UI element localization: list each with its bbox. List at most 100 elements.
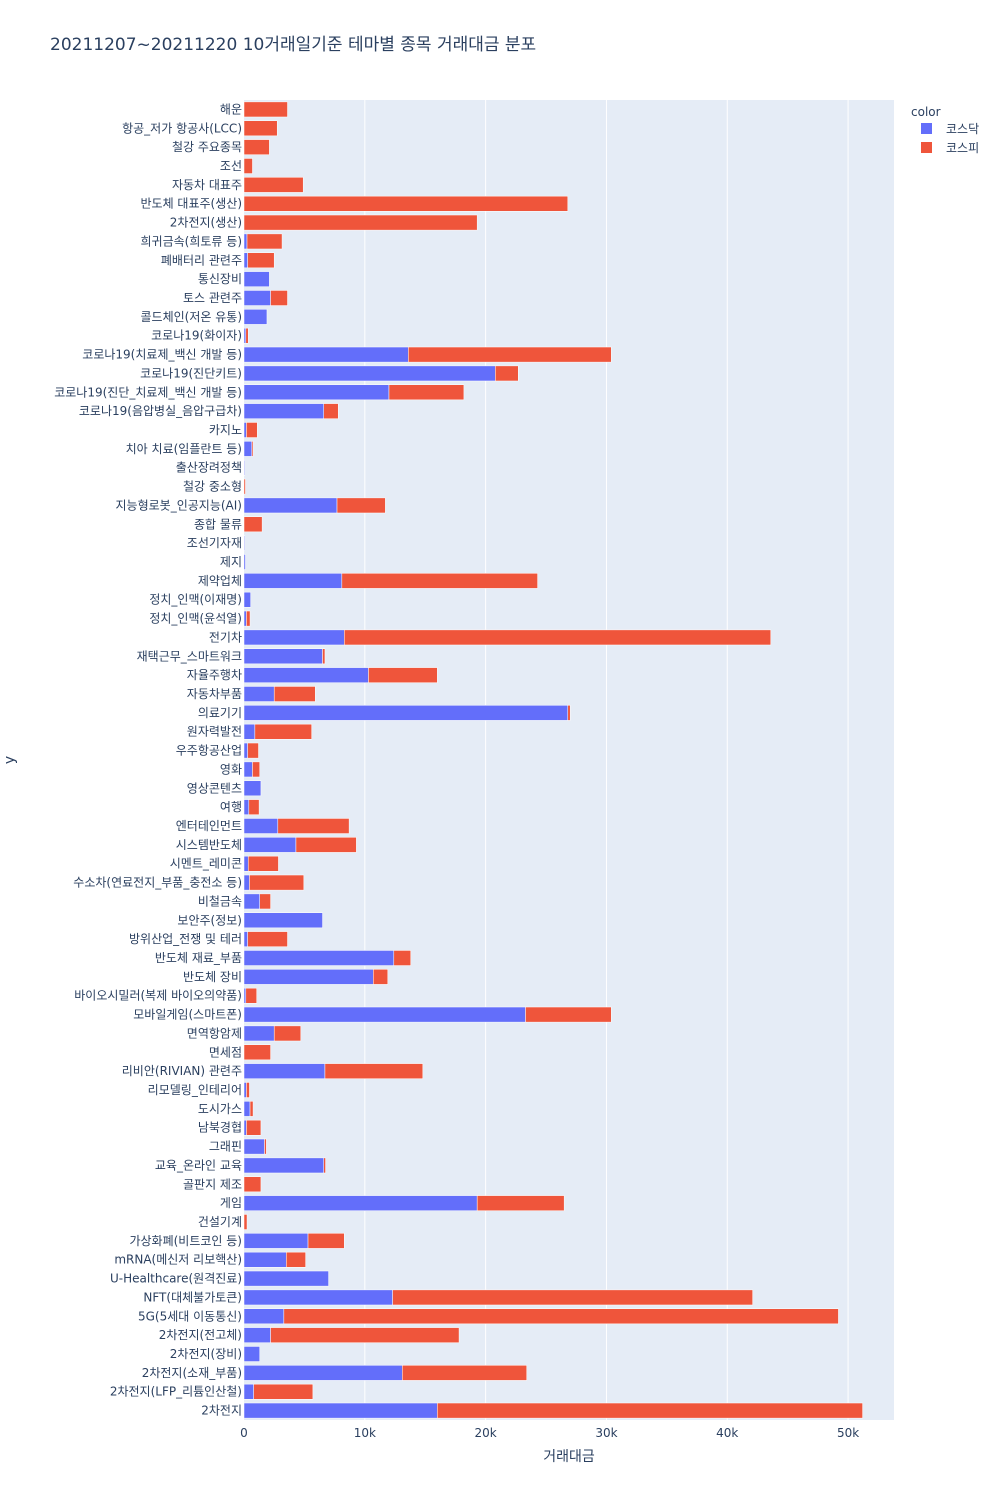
bar-kosdaq[interactable] bbox=[243, 1270, 329, 1287]
bar-kospi[interactable] bbox=[243, 139, 270, 155]
bar-kospi[interactable] bbox=[402, 1365, 527, 1381]
bar-kospi[interactable] bbox=[437, 1402, 863, 1419]
bar-kosdaq[interactable] bbox=[243, 1119, 247, 1136]
bar-kosdaq[interactable] bbox=[243, 1025, 275, 1042]
bar-kospi[interactable] bbox=[246, 1082, 250, 1098]
bar-kospi[interactable] bbox=[324, 1063, 424, 1079]
bar-kospi[interactable] bbox=[245, 987, 257, 1004]
legend-item-kospi[interactable]: 코스피 bbox=[946, 141, 979, 155]
bar-kospi[interactable] bbox=[252, 761, 260, 778]
bar-kosdaq[interactable] bbox=[243, 1082, 247, 1098]
bar-kosdaq[interactable] bbox=[243, 1327, 271, 1343]
bar-kospi[interactable] bbox=[249, 1101, 254, 1117]
bar-kospi[interactable] bbox=[341, 573, 538, 589]
legend-swatch-kospi[interactable] bbox=[921, 142, 932, 153]
bar-kosdaq[interactable] bbox=[243, 648, 323, 665]
legend-swatch-kosdaq[interactable] bbox=[921, 123, 932, 134]
bar-kosdaq[interactable] bbox=[243, 855, 249, 872]
bar-kosdaq[interactable] bbox=[243, 912, 323, 929]
bar-kosdaq[interactable] bbox=[243, 1346, 260, 1362]
bar-kospi[interactable] bbox=[368, 667, 438, 683]
bar-kosdaq[interactable] bbox=[243, 591, 251, 608]
bar-kosdaq[interactable] bbox=[243, 837, 297, 853]
bar-kospi[interactable] bbox=[295, 837, 357, 853]
bar-kosdaq[interactable] bbox=[243, 629, 345, 646]
bar-kospi[interactable] bbox=[246, 1119, 262, 1136]
bar-kosdaq[interactable] bbox=[243, 1138, 265, 1155]
bar-kospi[interactable] bbox=[476, 1195, 565, 1211]
bar-kosdaq[interactable] bbox=[243, 365, 496, 382]
bar-kospi[interactable] bbox=[373, 969, 389, 985]
bar-kosdaq[interactable] bbox=[243, 441, 253, 457]
bar-kospi[interactable] bbox=[259, 893, 271, 910]
bar-kospi[interactable] bbox=[388, 384, 465, 401]
bar-kospi[interactable] bbox=[246, 422, 258, 438]
bar-kospi[interactable] bbox=[247, 252, 275, 269]
bar-kosdaq[interactable] bbox=[243, 1308, 285, 1325]
bar-kospi[interactable] bbox=[277, 818, 350, 834]
bar-kospi[interactable] bbox=[322, 648, 326, 665]
bar-kosdaq[interactable] bbox=[243, 403, 324, 419]
bar-kospi[interactable] bbox=[264, 1138, 267, 1155]
bar-kospi[interactable] bbox=[525, 1006, 612, 1023]
bar-kosdaq[interactable] bbox=[243, 799, 250, 815]
bar-kosdaq[interactable] bbox=[243, 1251, 287, 1268]
bar-kospi[interactable] bbox=[273, 1025, 302, 1042]
bar-kospi[interactable] bbox=[245, 327, 249, 344]
bar-kospi[interactable] bbox=[323, 1157, 326, 1174]
bar-kospi[interactable] bbox=[270, 1327, 460, 1343]
bar-kosdaq[interactable] bbox=[243, 893, 260, 910]
bar-kosdaq[interactable] bbox=[243, 535, 246, 551]
bar-kospi[interactable] bbox=[408, 346, 612, 363]
bar-kospi[interactable] bbox=[246, 610, 251, 627]
bar-kospi[interactable] bbox=[344, 629, 772, 646]
bar-kosdaq[interactable] bbox=[243, 780, 262, 797]
bar-kosdaq[interactable] bbox=[243, 686, 275, 702]
bar-kosdaq[interactable] bbox=[243, 742, 248, 759]
bar-kosdaq[interactable] bbox=[243, 1402, 438, 1419]
bar-kospi[interactable] bbox=[243, 214, 478, 231]
bar-kosdaq[interactable] bbox=[243, 1006, 526, 1023]
bar-kospi[interactable] bbox=[243, 101, 288, 118]
bar-kosdaq[interactable] bbox=[243, 950, 395, 966]
bar-kosdaq[interactable] bbox=[243, 723, 256, 740]
bar-kospi[interactable] bbox=[249, 874, 305, 891]
bar-kospi[interactable] bbox=[247, 742, 259, 759]
bar-kospi[interactable] bbox=[246, 233, 283, 250]
bar-kosdaq[interactable] bbox=[243, 874, 250, 891]
bar-kospi[interactable] bbox=[243, 1044, 271, 1061]
bar-kosdaq[interactable] bbox=[243, 327, 247, 344]
bar-kospi[interactable] bbox=[243, 195, 569, 212]
bar-kosdaq[interactable] bbox=[243, 290, 271, 306]
bar-kosdaq[interactable] bbox=[243, 931, 248, 947]
bar-kosdaq[interactable] bbox=[243, 705, 569, 721]
bar-kospi[interactable] bbox=[243, 478, 246, 495]
bar-kosdaq[interactable] bbox=[243, 422, 247, 438]
bar-kosdaq[interactable] bbox=[243, 1101, 251, 1117]
bar-kosdaq[interactable] bbox=[243, 987, 247, 1004]
bar-kosdaq[interactable] bbox=[243, 818, 279, 834]
bar-kospi[interactable] bbox=[495, 365, 519, 382]
bar-kospi[interactable] bbox=[247, 855, 279, 872]
bar-kospi[interactable] bbox=[243, 1214, 248, 1230]
bar-kospi[interactable] bbox=[336, 497, 386, 514]
bar-kosdaq[interactable] bbox=[243, 969, 374, 985]
bar-kospi[interactable] bbox=[251, 441, 254, 457]
bar-kospi[interactable] bbox=[307, 1233, 345, 1249]
bar-kosdaq[interactable] bbox=[243, 554, 246, 570]
bar-kospi[interactable] bbox=[253, 1383, 314, 1400]
bar-kospi[interactable] bbox=[243, 177, 304, 193]
bar-kosdaq[interactable] bbox=[243, 1157, 324, 1174]
bar-kosdaq[interactable] bbox=[243, 1289, 393, 1306]
bar-kospi[interactable] bbox=[567, 705, 571, 721]
bar-kosdaq[interactable] bbox=[243, 1063, 326, 1079]
bar-kosdaq[interactable] bbox=[243, 346, 409, 363]
bar-kosdaq[interactable] bbox=[243, 573, 343, 589]
bar-kosdaq[interactable] bbox=[243, 761, 253, 778]
bar-kospi[interactable] bbox=[273, 686, 316, 702]
bar-kosdaq[interactable] bbox=[243, 459, 246, 476]
bar-kosdaq[interactable] bbox=[243, 1195, 478, 1211]
bar-kosdaq[interactable] bbox=[243, 497, 338, 514]
bar-kosdaq[interactable] bbox=[243, 309, 268, 325]
bar-kospi[interactable] bbox=[270, 290, 288, 306]
